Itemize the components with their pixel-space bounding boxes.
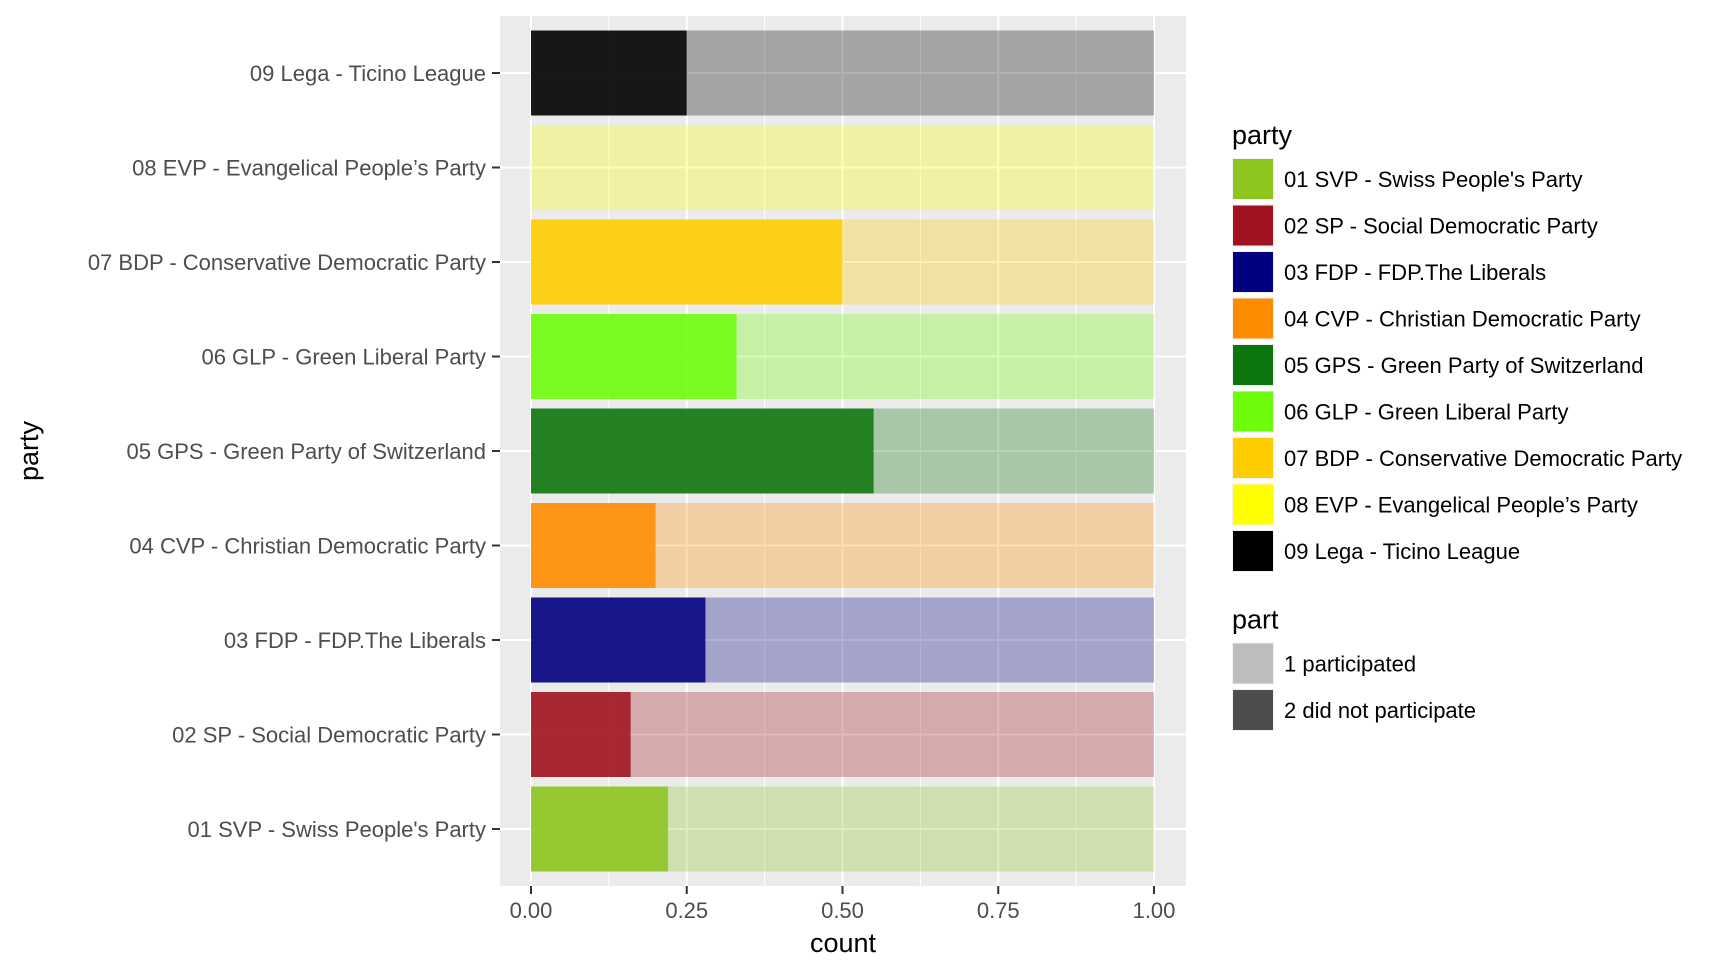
- legend-swatch: [1233, 391, 1273, 432]
- legend-label: 01 SVP - Swiss People's Party: [1284, 167, 1582, 192]
- bar-not-participated: [668, 786, 1154, 872]
- legend-label: 07 BDP - Conservative Democratic Party: [1284, 446, 1682, 471]
- bar-participated: [531, 408, 874, 494]
- y-tick-label: 04 CVP - Christian Democratic Party: [129, 534, 486, 559]
- bar-not-participated: [686, 30, 1154, 116]
- bar-not-participated: [531, 125, 1154, 210]
- legend-label: 1 participated: [1284, 652, 1416, 677]
- x-tick-label: 0.50: [821, 898, 864, 923]
- bar-not-participated: [630, 692, 1154, 777]
- legend-swatch: [1233, 252, 1273, 292]
- legend-label: 05 GPS - Green Party of Switzerland: [1284, 353, 1644, 378]
- bar-not-participated: [655, 503, 1154, 588]
- y-axis: 01 SVP - Swiss People's Party 02 SP - Soc…: [88, 61, 500, 842]
- legend-label: 02 SP - Social Democratic Party: [1284, 214, 1598, 239]
- y-tick-label: 02 SP - Social Democratic Party: [172, 723, 486, 748]
- legend-label: 04 CVP - Christian Democratic Party: [1284, 307, 1641, 332]
- bar-not-participated: [736, 314, 1154, 399]
- legend-swatch: [1233, 205, 1273, 246]
- bar-participated: [531, 503, 656, 588]
- x-axis-title: count: [810, 928, 877, 958]
- legend-party: party 01 SVP - Swiss People's Party 02 SP …: [1232, 120, 1682, 572]
- legend-label: 09 Lega - Ticino League: [1284, 539, 1520, 564]
- bars: [531, 30, 1154, 872]
- bar-participated: [531, 786, 669, 872]
- bar-participated: [531, 30, 687, 116]
- bar-participated: [531, 219, 843, 305]
- y-tick-label: 06 GLP - Green Liberal Party: [201, 345, 486, 370]
- x-axis: 0.00 0.25 0.50 0.75 1.00: [510, 886, 1176, 923]
- bar-participated: [531, 692, 631, 777]
- legend-swatch: [1233, 531, 1273, 571]
- legend-label: 2 did not participate: [1284, 698, 1476, 723]
- y-tick-label: 08 EVP - Evangelical People’s Party: [132, 156, 486, 181]
- bar-participated: [531, 597, 706, 683]
- y-tick-label: 03 FDP - FDP.The Liberals: [224, 628, 486, 653]
- legend-swatch: [1233, 345, 1273, 385]
- legend-title: party: [1232, 120, 1293, 150]
- legend-swatch: [1233, 484, 1273, 525]
- x-tick-label: 0.00: [510, 898, 553, 923]
- legend-swatch: [1233, 438, 1273, 478]
- y-tick-label: 07 BDP - Conservative Democratic Party: [88, 250, 486, 275]
- y-tick-label: 05 GPS - Green Party of Switzerland: [127, 439, 487, 464]
- y-tick-label: 09 Lega - Ticino League: [250, 61, 486, 86]
- legend-title: part: [1232, 605, 1279, 635]
- y-tick-label: 01 SVP - Swiss People's Party: [188, 817, 486, 842]
- bar-not-participated: [873, 408, 1154, 494]
- legend-label: 08 EVP - Evangelical People’s Party: [1284, 493, 1638, 518]
- legend-label: 06 GLP - Green Liberal Party: [1284, 400, 1569, 425]
- y-axis-title: party: [14, 420, 44, 481]
- legend-swatch: [1233, 159, 1273, 199]
- legend-swatch: [1233, 298, 1273, 339]
- bar-not-participated: [705, 597, 1154, 683]
- legend-swatch: [1233, 643, 1273, 684]
- legend-swatch: [1233, 690, 1273, 730]
- x-tick-label: 0.75: [977, 898, 1020, 923]
- bar-participated: [531, 314, 737, 399]
- legends: party 01 SVP - Swiss People's Party 02 SP …: [1232, 120, 1682, 731]
- legend-label: 03 FDP - FDP.The Liberals: [1284, 260, 1546, 285]
- x-tick-label: 0.25: [665, 898, 708, 923]
- bar-not-participated: [842, 219, 1154, 305]
- x-tick-label: 1.00: [1133, 898, 1176, 923]
